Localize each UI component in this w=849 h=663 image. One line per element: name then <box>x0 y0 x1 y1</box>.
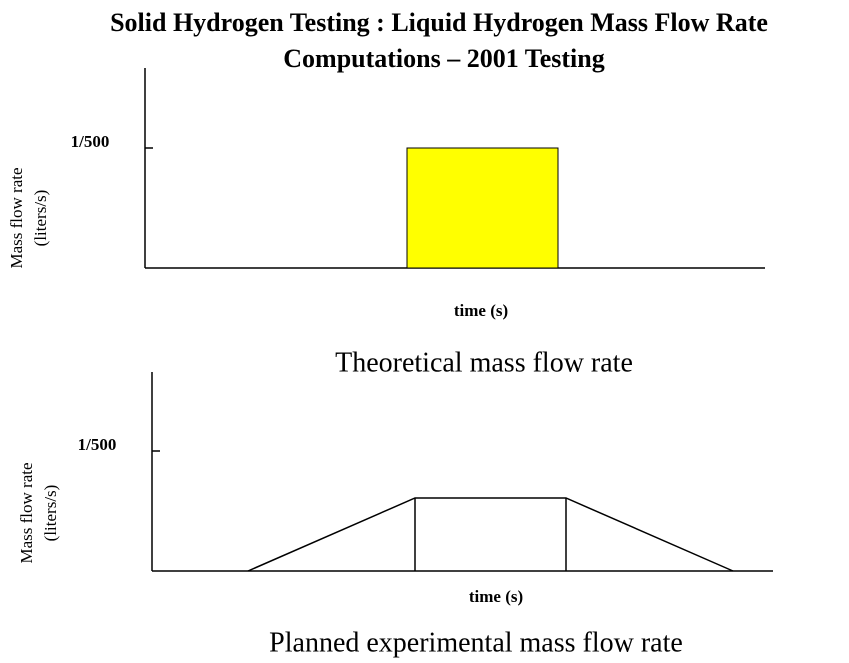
y-tick-label: 1/500 <box>71 132 110 151</box>
y-axis-label: (liters/s) <box>31 190 50 247</box>
title: Computations – 2001 Testing <box>283 44 604 73</box>
y-axis-label: Mass flow rate <box>17 462 36 563</box>
title: Solid Hydrogen Testing : Liquid Hydrogen… <box>110 8 768 37</box>
y-tick-label: 1/500 <box>78 435 117 454</box>
caption: Theoretical mass flow rate <box>335 347 633 378</box>
flow-profile <box>247 497 734 572</box>
y-axis-label: Mass flow rate <box>7 167 26 268</box>
caption: Planned experimental mass flow rate <box>269 627 683 658</box>
flow-profile <box>406 147 559 269</box>
x-axis-label: time (s) <box>469 587 523 606</box>
x-axis-label: time (s) <box>454 301 508 320</box>
y-axis-label: (liters/s) <box>41 485 60 542</box>
